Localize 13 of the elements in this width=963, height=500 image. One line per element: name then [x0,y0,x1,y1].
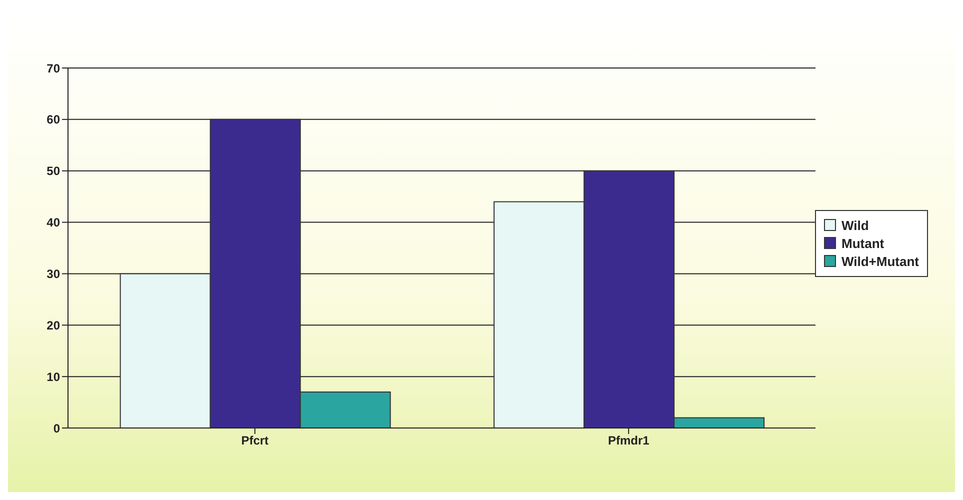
y-tick-label: 30 [46,266,60,281]
y-tick-label: 10 [46,370,60,384]
y-tick-label: 40 [46,216,60,230]
x-tick-label: Pfmdr1 [608,434,650,448]
legend-label: Mutant [841,236,884,250]
y-tick-label: 20 [46,318,60,332]
x-tick-label: Pfcrt [241,434,269,448]
y-tick-label: 60 [46,112,60,127]
legend-label: Wild [841,218,869,232]
y-tick-label: 50 [46,164,60,178]
legend-label: Wild+Mutant [841,254,919,268]
y-tick-label: 70 [46,61,60,76]
y-tick-label: 0 [53,421,60,436]
